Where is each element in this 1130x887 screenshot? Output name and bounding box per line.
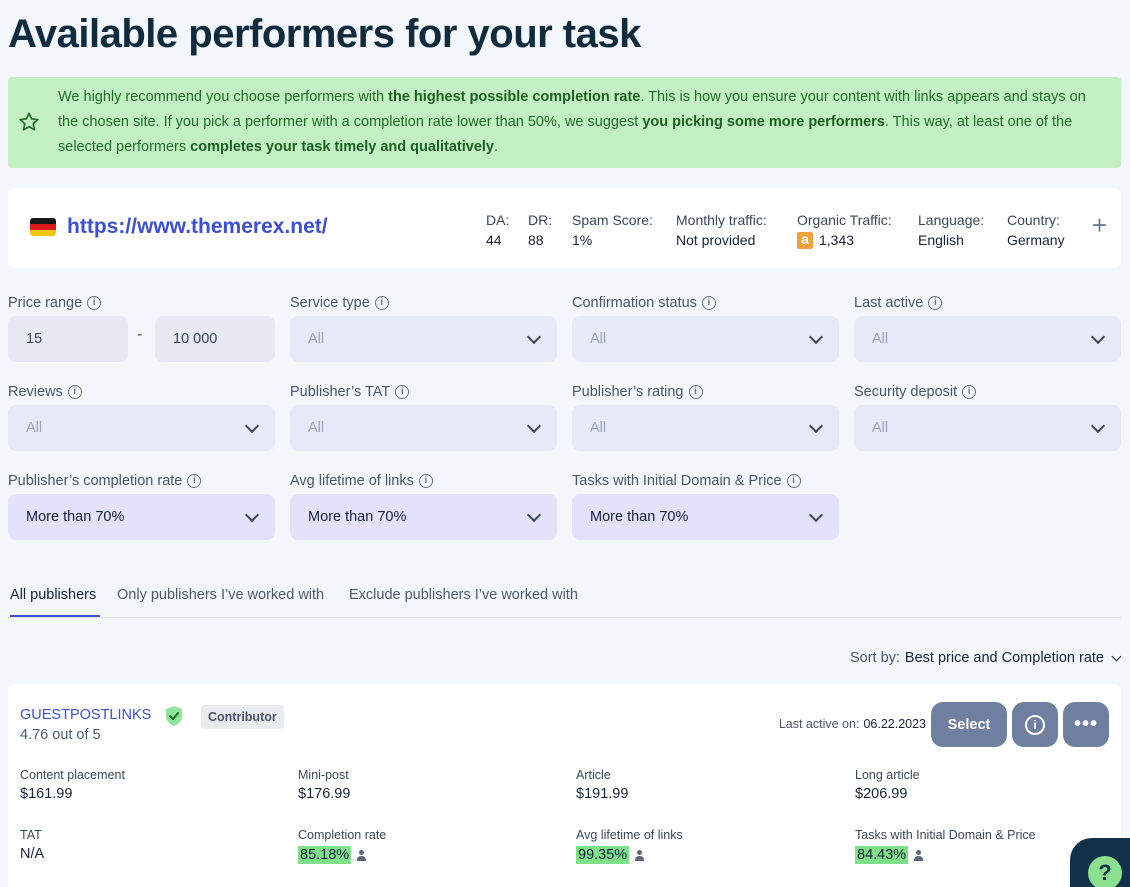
site-url-link[interactable]: https://www.themerex.net/ — [67, 215, 328, 238]
verified-shield-icon — [166, 706, 182, 726]
publishers-tat-select[interactable]: All — [290, 405, 557, 451]
price-article: Article $191.99 — [576, 768, 629, 802]
germany-flag-icon — [30, 218, 56, 236]
price-max-input[interactable]: 10 000 — [155, 316, 275, 362]
sort-value[interactable]: Best price and Completion rate — [904, 650, 1104, 666]
sort-control[interactable]: Sort by: Best price and Completion rate — [849, 650, 1122, 666]
publishers-rating-select[interactable]: All — [572, 405, 839, 451]
price-content-placement: Content placement $161.99 — [20, 768, 125, 802]
chevron-down-icon — [244, 507, 260, 523]
metric-language: Language: English — [918, 212, 985, 248]
chevron-down-icon — [526, 507, 542, 523]
avg-lifetime-select[interactable]: More than 70% — [290, 494, 557, 540]
chevron-down-icon — [1090, 418, 1106, 434]
chevron-down-icon — [808, 418, 824, 434]
page-title: Available performers for your task — [8, 12, 641, 56]
info-icon[interactable]: i — [374, 296, 389, 310]
reviews-label: Reviews i — [8, 384, 82, 400]
last-active-select[interactable]: All — [854, 316, 1121, 362]
recommendation-banner: We highly recommend you choose performer… — [8, 77, 1121, 168]
chevron-down-icon — [1090, 329, 1106, 345]
publisher-tabs: All publishers Only publishers I’ve work… — [8, 583, 1121, 618]
more-options-button[interactable]: ••• — [1063, 702, 1109, 747]
tab-all-publishers[interactable]: All publishers — [10, 587, 100, 617]
info-icon[interactable]: i — [187, 474, 202, 488]
metric-spam-score: Spam Score: 1% — [572, 212, 653, 248]
publishers-tat-label: Publisher’s TAT i — [290, 384, 410, 400]
price-range-separator: - — [137, 326, 143, 343]
banner-text: We highly recommend you choose performer… — [58, 89, 1086, 155]
site-card: https://www.themerex.net/ DA: 44 DR: 88 Sp… — [8, 188, 1121, 268]
price-min-input[interactable]: 15 — [8, 316, 128, 362]
chevron-down-icon — [808, 507, 824, 523]
info-icon[interactable]: i — [962, 385, 977, 399]
last-active-label: Last active i — [854, 295, 943, 311]
info-icon[interactable]: i — [87, 296, 102, 310]
price-mini-post: Mini-post $176.99 — [298, 768, 351, 802]
info-icon[interactable]: i — [395, 385, 410, 399]
publisher-name-link[interactable]: GUESTPOSTLINKS — [20, 707, 152, 723]
ahrefs-icon: a — [797, 231, 813, 249]
completion-rate-label: Publisher’s completion rate i — [8, 473, 202, 489]
info-button[interactable]: i — [1012, 702, 1058, 747]
stat-completion-rate: Completion rate 85.18% — [298, 828, 387, 864]
service-type-label: Service type i — [290, 295, 389, 311]
person-icon — [635, 849, 645, 861]
info-icon[interactable]: i — [786, 474, 801, 488]
info-icon: i — [1025, 714, 1045, 735]
select-button[interactable]: Select — [931, 702, 1007, 747]
expand-plus-icon[interactable]: + — [1091, 210, 1107, 240]
contributor-badge: Contributor — [201, 705, 284, 729]
publisher-card: GUESTPOSTLINKS 4.76 out of 5 Contributor… — [8, 684, 1121, 887]
star-icon — [19, 112, 39, 131]
help-widget[interactable]: ? — [1070, 838, 1130, 887]
metric-organic-traffic: Organic Traffic: a 1,343 — [797, 212, 892, 249]
initial-domain-price-select[interactable]: More than 70% — [572, 494, 839, 540]
info-icon[interactable]: i — [67, 385, 82, 399]
metric-country: Country: Germany — [1007, 212, 1065, 248]
avg-lifetime-label: Avg lifetime of links i — [290, 473, 433, 489]
chevron-down-icon — [808, 329, 824, 345]
tab-exclude-worked-with[interactable]: Exclude publishers I’ve worked with — [349, 587, 578, 603]
help-question-icon: ? — [1088, 856, 1122, 887]
security-deposit-label: Security deposit i — [854, 384, 977, 400]
security-deposit-select[interactable]: All — [854, 405, 1121, 451]
tab-worked-with[interactable]: Only publishers I’ve worked with — [117, 587, 325, 603]
chevron-down-icon — [526, 329, 542, 345]
metric-dr: DR: 88 — [528, 212, 553, 248]
confirmation-status-select[interactable]: All — [572, 316, 839, 362]
metric-monthly-traffic: Monthly traffic: Not provided — [676, 212, 767, 248]
service-type-select[interactable]: All — [290, 316, 557, 362]
chevron-down-icon — [244, 418, 260, 434]
info-icon[interactable]: i — [688, 385, 703, 399]
chevron-down-icon — [1111, 651, 1122, 662]
publishers-rating-label: Publisher’s rating i — [572, 384, 703, 400]
metric-da: DA: 44 — [486, 212, 510, 248]
publisher-rating: 4.76 out of 5 — [20, 727, 101, 743]
stat-initial-domain-price: Tasks with Initial Domain & Price 84.43% — [855, 828, 1036, 864]
reviews-select[interactable]: All — [8, 405, 275, 451]
person-icon — [357, 849, 367, 861]
completion-rate-select[interactable]: More than 70% — [8, 494, 275, 540]
info-icon[interactable]: i — [418, 474, 433, 488]
price-long-article: Long article $206.99 — [855, 768, 920, 802]
sort-label: Sort by: — [849, 650, 900, 666]
info-icon[interactable]: i — [701, 296, 716, 310]
stat-tat: TAT N/A — [20, 828, 45, 862]
price-range-label: Price range i — [8, 295, 102, 311]
chevron-down-icon — [526, 418, 542, 434]
info-icon[interactable]: i — [928, 296, 943, 310]
person-icon — [914, 849, 924, 861]
initial-domain-price-label: Tasks with Initial Domain & Price i — [572, 473, 801, 489]
confirmation-status-label: Confirmation status i — [572, 295, 716, 311]
stat-avg-lifetime: Avg lifetime of links 99.35% — [576, 828, 683, 864]
last-active-info: Last active on: 06.22.2023 — [778, 717, 926, 731]
